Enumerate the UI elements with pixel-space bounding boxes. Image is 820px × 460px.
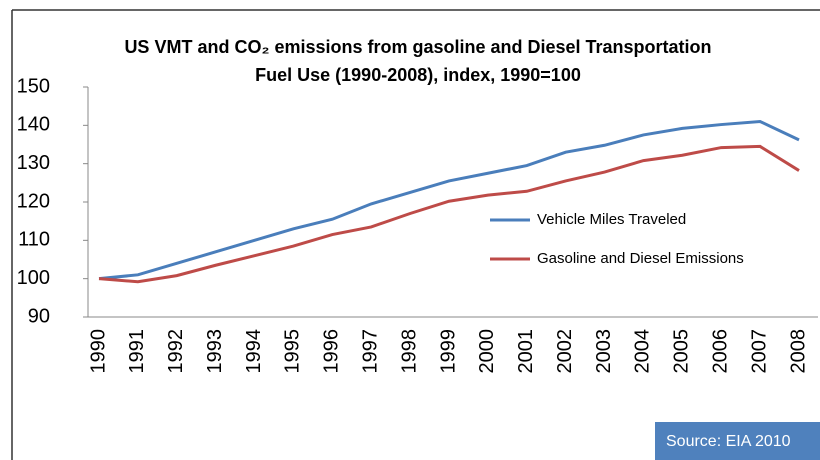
y-tick-label: 90 bbox=[28, 305, 50, 327]
x-tick-label: 2003 bbox=[593, 329, 615, 374]
x-tick-label: 1995 bbox=[282, 329, 304, 374]
x-tick-label: 1997 bbox=[360, 329, 382, 374]
source: Source: EIA 2010 bbox=[666, 433, 791, 450]
y-tick-label: 110 bbox=[18, 229, 50, 251]
x-tick-label: 1996 bbox=[321, 329, 343, 374]
x-tick-label: 1998 bbox=[398, 329, 420, 374]
x-tick-label: 1993 bbox=[204, 329, 226, 374]
y-tick-label: 130 bbox=[17, 152, 50, 174]
data-line bbox=[98, 119, 800, 281]
y-tick-label: 150 bbox=[17, 75, 50, 97]
x-tick-label: 1991 bbox=[126, 329, 148, 374]
x-tick-label: 2005 bbox=[671, 329, 693, 374]
source-box bbox=[655, 422, 820, 460]
chart-title: US VMT and CO₂ emissions from gasoline a… bbox=[124, 37, 711, 57]
legend-label: Vehicle Miles Traveled bbox=[537, 211, 686, 228]
chart-title: Fuel Use (1990-2008), index, 1990=100 bbox=[255, 65, 581, 85]
x-tick-label: 2001 bbox=[515, 329, 537, 374]
x-tick-label: 2006 bbox=[710, 329, 732, 374]
x-tick-label: 1999 bbox=[437, 329, 459, 374]
x-tick-label: 1992 bbox=[165, 329, 187, 374]
x-tick-label: 2002 bbox=[554, 329, 576, 374]
data-line bbox=[98, 144, 800, 284]
x-tick-label: 2000 bbox=[476, 329, 498, 374]
y-tick-label: 140 bbox=[17, 114, 50, 136]
x-tick-label: 2008 bbox=[787, 329, 809, 374]
y-tick-label: 120 bbox=[17, 190, 50, 212]
x-tick-label: 1994 bbox=[243, 329, 265, 374]
x-tick-label: 2007 bbox=[748, 329, 770, 374]
x-tick-label: 1990 bbox=[87, 329, 109, 374]
y-tick-label: 100 bbox=[17, 267, 50, 289]
x-tick-label: 2004 bbox=[632, 329, 654, 374]
legend-label: Gasoline and Diesel Emissions bbox=[537, 250, 744, 267]
